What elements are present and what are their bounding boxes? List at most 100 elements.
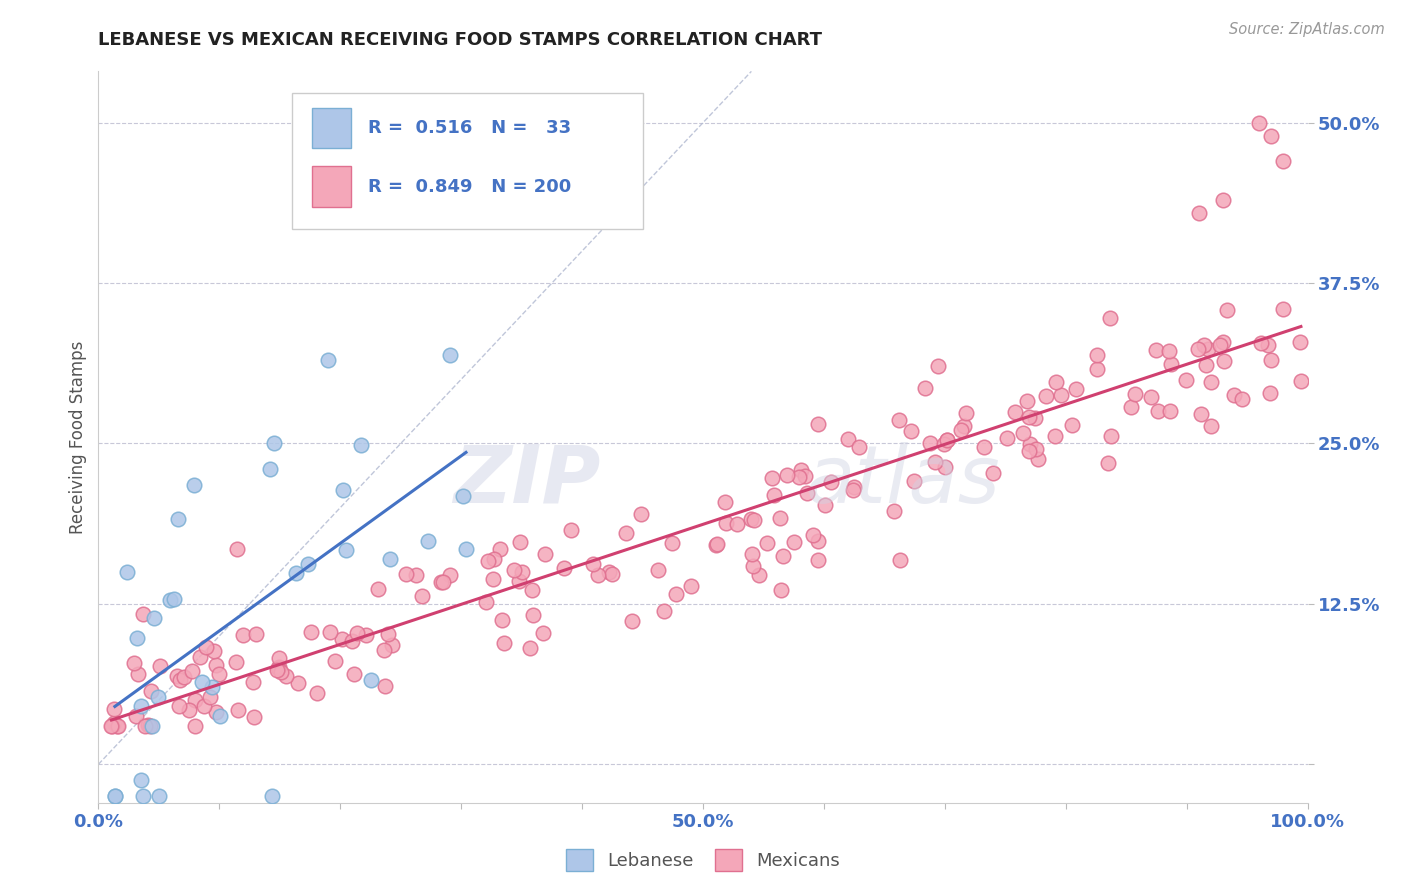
Point: [706, 538, 728, 552]
Point: [1144, 343, 1167, 357]
Point: [482, 572, 505, 586]
Point: [1121, 401, 1143, 415]
Point: [1004, 404, 1026, 418]
Point: [934, 437, 956, 451]
Point: [924, 455, 946, 469]
Point: [600, 567, 623, 582]
Point: [1260, 128, 1282, 143]
Point: [103, 716, 125, 731]
Point: [1025, 442, 1047, 456]
Point: [451, 489, 474, 503]
Point: [769, 583, 792, 598]
Point: [194, 640, 217, 654]
Point: [105, 719, 128, 733]
Point: [1123, 387, 1146, 401]
Point: [1099, 310, 1122, 325]
Point: [159, 593, 181, 607]
Point: [953, 418, 976, 433]
Point: [1159, 404, 1181, 418]
Point: [100, 719, 122, 733]
Point: [148, 789, 170, 804]
Point: [1199, 376, 1222, 390]
Point: [934, 460, 956, 475]
Point: [796, 486, 818, 500]
Point: [820, 475, 842, 489]
Point: [1260, 385, 1282, 400]
Point: [508, 574, 530, 589]
Point: [1187, 343, 1209, 357]
Point: [714, 495, 737, 509]
Point: [1026, 452, 1049, 467]
Point: [560, 524, 582, 538]
Text: Source: ZipAtlas.com: Source: ZipAtlas.com: [1229, 22, 1385, 37]
Point: [354, 628, 377, 642]
Point: [509, 535, 531, 549]
Point: [1213, 353, 1236, 368]
Point: [769, 511, 792, 525]
Point: [630, 507, 652, 521]
Point: [1195, 358, 1218, 372]
Point: [346, 626, 368, 640]
Point: [343, 667, 366, 681]
Point: [842, 480, 865, 494]
Point: [503, 563, 526, 577]
Point: [188, 649, 211, 664]
Point: [267, 650, 290, 665]
Point: [377, 627, 399, 641]
Point: [432, 574, 454, 589]
Point: [100, 719, 122, 733]
Point: [115, 565, 138, 579]
Point: [665, 587, 688, 601]
Point: [782, 535, 804, 549]
Point: [226, 702, 249, 716]
Point: [245, 627, 267, 641]
Point: [1174, 373, 1197, 387]
Point: [103, 702, 125, 716]
Text: R =  0.849   N = 200: R = 0.849 N = 200: [368, 178, 571, 196]
Point: [439, 568, 461, 582]
Point: [1045, 375, 1067, 389]
Point: [180, 665, 202, 679]
Point: [104, 789, 127, 804]
Point: [955, 406, 977, 420]
Point: [510, 566, 533, 580]
Point: [143, 610, 166, 624]
Point: [138, 719, 160, 733]
Point: [740, 512, 762, 526]
Point: [183, 478, 205, 492]
Point: [1157, 344, 1180, 359]
Point: [807, 553, 830, 567]
Point: [1062, 418, 1084, 433]
Point: [243, 709, 266, 723]
Point: [661, 536, 683, 550]
Point: [284, 566, 307, 580]
Point: [316, 353, 339, 368]
Point: [1272, 154, 1295, 169]
Point: [1250, 335, 1272, 350]
Point: [167, 512, 190, 526]
Point: [163, 592, 186, 607]
Point: [534, 547, 557, 561]
Point: [1271, 301, 1294, 316]
Point: [725, 516, 748, 531]
FancyBboxPatch shape: [312, 167, 352, 207]
Point: [167, 699, 190, 714]
Point: [742, 513, 765, 527]
Point: [242, 675, 264, 690]
Point: [263, 436, 285, 450]
Point: [416, 533, 439, 548]
Point: [287, 676, 309, 690]
Point: [522, 608, 544, 623]
Point: [1099, 428, 1122, 442]
Point: [807, 417, 830, 431]
Y-axis label: Receiving Food Stamps: Receiving Food Stamps: [69, 341, 87, 533]
Point: [755, 536, 778, 550]
Point: [373, 643, 395, 657]
Point: [125, 631, 148, 645]
Point: [520, 582, 543, 597]
Point: [1257, 338, 1279, 352]
Point: [122, 657, 145, 671]
Point: [776, 468, 799, 483]
Point: [319, 625, 342, 640]
Point: [553, 561, 575, 575]
